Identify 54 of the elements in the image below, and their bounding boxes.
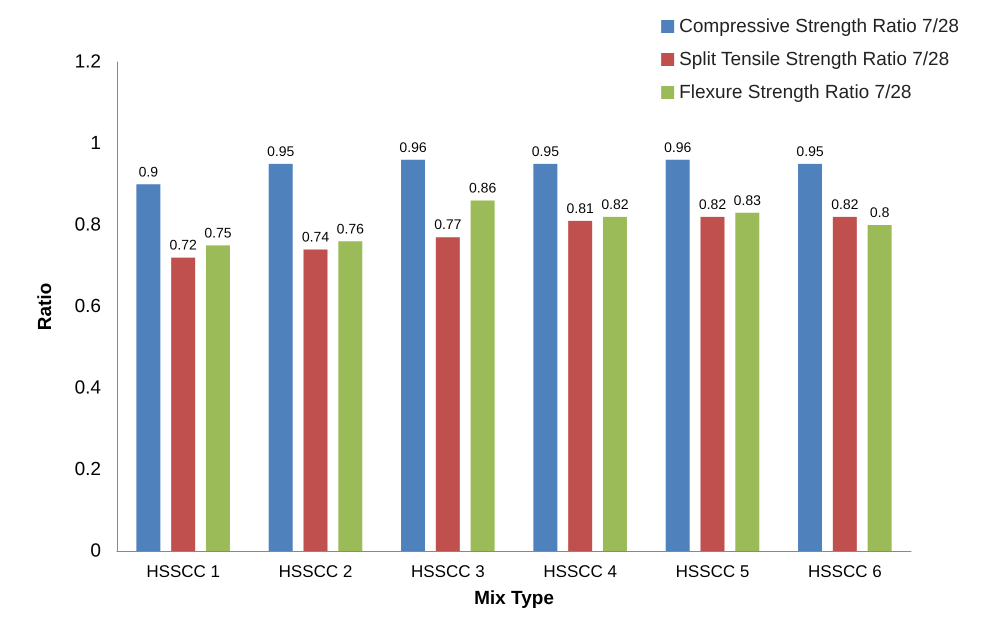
bar xyxy=(700,216,724,551)
x-axis-title: Mix Type xyxy=(474,588,554,609)
data-label: 0.77 xyxy=(434,216,462,232)
bar xyxy=(602,216,627,551)
data-label: 0.83 xyxy=(734,192,762,208)
data-label: 0.96 xyxy=(399,138,427,155)
data-label: 0.95 xyxy=(267,142,295,159)
x-tick-label: HSSCC 2 xyxy=(278,562,352,581)
data-label: 0.74 xyxy=(302,228,330,244)
legend-label: Compressive Strength Ratio 7/28 xyxy=(679,16,960,37)
data-label: 0.72 xyxy=(170,236,198,253)
bar xyxy=(304,249,328,551)
y-tick-label: 1.2 xyxy=(74,52,101,72)
data-label: 0.95 xyxy=(796,142,824,159)
data-label: 0.9 xyxy=(138,163,158,180)
bar xyxy=(533,164,558,551)
legend-label: Split Tensile Strength Ratio 7/28 xyxy=(679,49,950,70)
x-tick-label: HSSCC 1 xyxy=(146,562,220,581)
data-label: 0.76 xyxy=(336,220,364,236)
bar xyxy=(470,200,495,551)
y-tick-label: 0.2 xyxy=(74,459,101,480)
bar xyxy=(206,245,230,551)
y-tick-label: 0 xyxy=(90,540,101,562)
bar xyxy=(401,160,426,551)
x-tick-label: HSSCC 6 xyxy=(808,562,882,581)
x-tick-label: HSSCC 4 xyxy=(543,562,618,581)
y-tick-label: 0.6 xyxy=(74,296,101,317)
data-label: 0.81 xyxy=(566,200,594,216)
x-tick-label: HSSCC 5 xyxy=(676,562,750,581)
bar xyxy=(268,164,293,551)
bar xyxy=(136,184,160,551)
y-tick-label: 0.8 xyxy=(74,214,101,236)
bar xyxy=(735,212,760,551)
data-label: 0.75 xyxy=(204,224,232,240)
bar xyxy=(436,237,460,551)
y-axis-title: Ratio xyxy=(35,282,56,330)
y-tick-label: 1 xyxy=(90,133,101,154)
x-tick-label: HSSCC 3 xyxy=(410,562,485,581)
bar xyxy=(338,241,362,551)
bar xyxy=(666,160,690,551)
data-label: 0.8 xyxy=(870,204,890,220)
data-label: 0.82 xyxy=(698,196,726,212)
data-label: 0.82 xyxy=(601,196,629,212)
bar xyxy=(832,216,857,551)
bar xyxy=(568,220,592,551)
legend-label: Flexure Strength Ratio 7/28 xyxy=(679,82,912,103)
data-label: 0.82 xyxy=(831,196,859,212)
bar xyxy=(798,164,822,551)
data-label: 0.96 xyxy=(664,138,692,155)
y-tick-label: 0.4 xyxy=(74,378,102,398)
bar xyxy=(171,258,196,551)
bar xyxy=(868,225,892,551)
data-label: 0.86 xyxy=(469,180,496,196)
data-label: 0.95 xyxy=(532,142,560,159)
